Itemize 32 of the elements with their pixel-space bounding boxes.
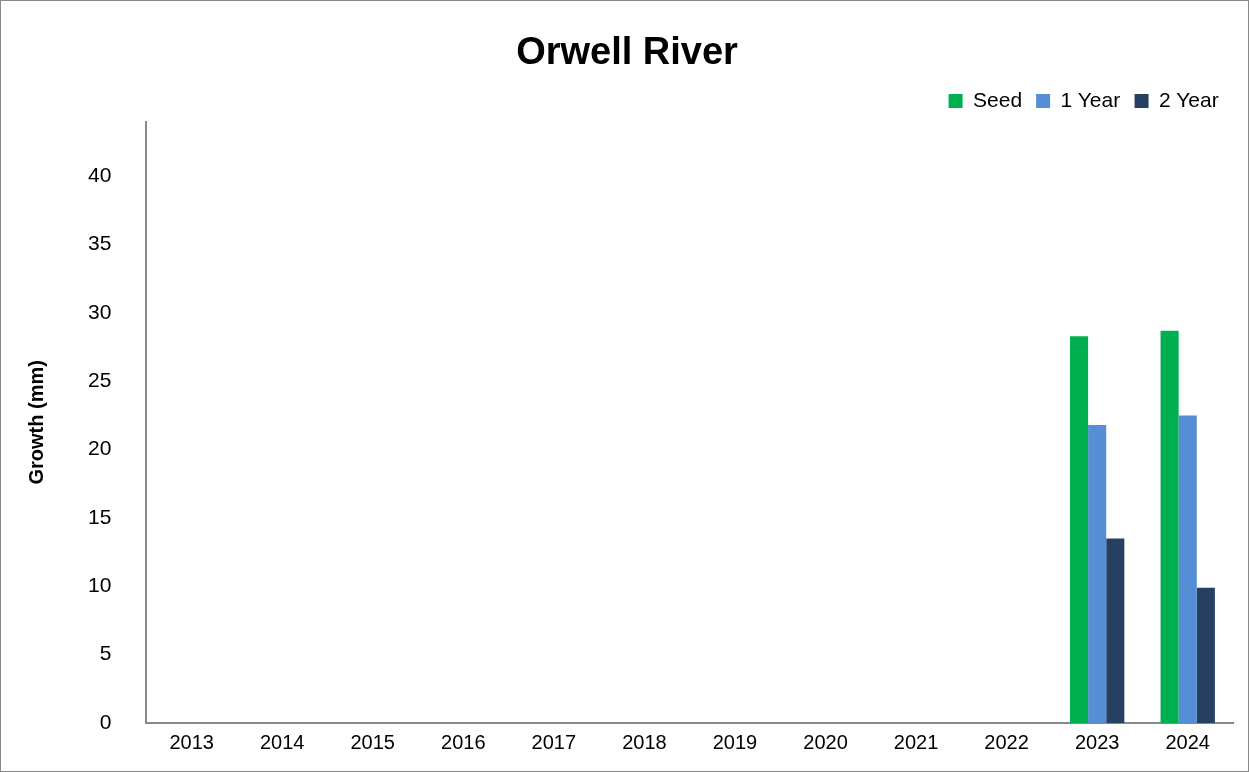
x-tick-label: 2019 [712,730,758,753]
y-tick-label: 30 [88,299,112,323]
y-tick-label: 40 [88,163,112,187]
y-tick-label: 0 [99,709,112,733]
bar [1160,330,1179,723]
x-tick-label: 2013 [169,730,214,753]
bar [1178,415,1197,723]
x-tick-label: 2018 [622,730,667,753]
bar [1070,336,1089,723]
y-tick-label: 25 [88,368,112,392]
y-tick-label: 20 [88,436,112,460]
x-tick-label: 2014 [259,730,305,753]
x-tick-label: 2017 [531,730,577,753]
x-tick-label: 2024 [1165,730,1210,753]
bar [1106,538,1125,723]
y-tick-label: 5 [99,641,112,665]
x-tick-label: 2016 [441,730,486,753]
legend-label: Seed [973,87,1023,111]
y-axis-title: Growth (mm) [24,360,47,485]
x-tick-label: 2022 [984,730,1029,753]
chart-title: Orwell River [516,30,739,73]
y-tick-label: 15 [88,504,112,528]
y-tick-label: 35 [88,231,112,255]
legend-label: 2 Year [1159,87,1219,111]
x-tick-label: 2020 [803,730,848,753]
bar [1088,425,1107,723]
bar [1196,587,1215,723]
x-tick-label: 2023 [1074,730,1120,753]
y-tick-label: 10 [88,573,112,597]
legend-label: 1 Year [1060,87,1121,111]
x-tick-label: 2021 [893,730,939,753]
x-tick-label: 2015 [350,730,395,753]
